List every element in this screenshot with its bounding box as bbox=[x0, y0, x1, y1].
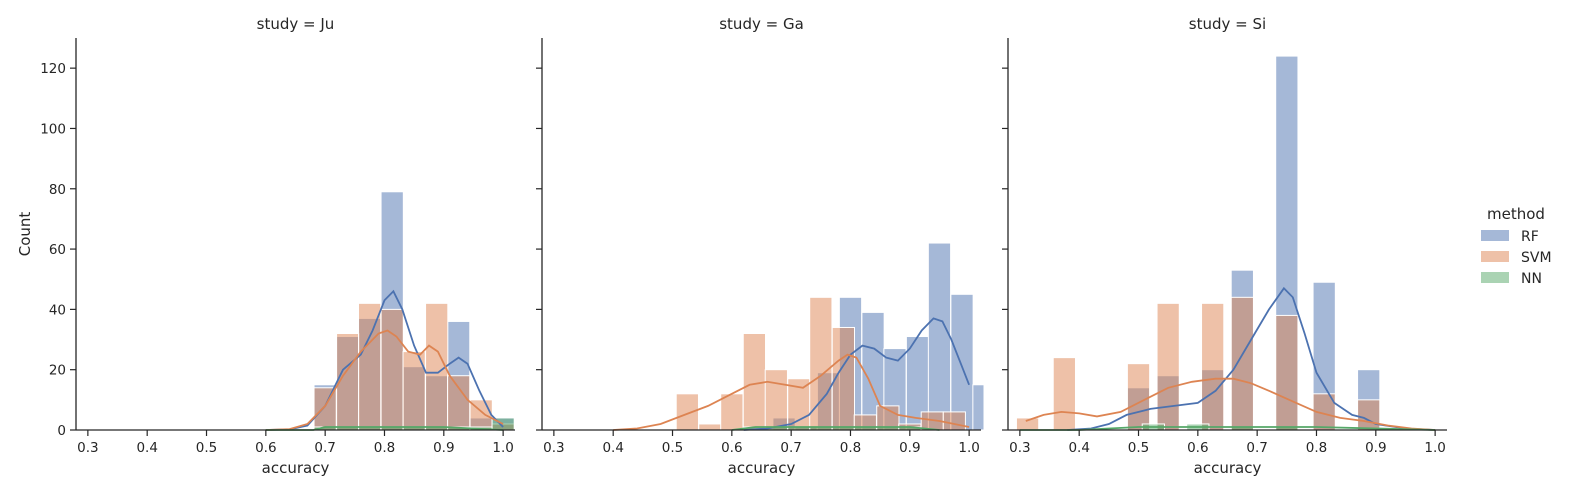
x-tick-label: 1.0 bbox=[492, 440, 513, 456]
bar-svm bbox=[447, 375, 471, 431]
kde-line-svm bbox=[1025, 377, 1436, 431]
x-tick-label: 0.4 bbox=[136, 440, 157, 456]
x-axis-label: accuracy bbox=[728, 459, 796, 477]
panel-2: study = Ga 0.3 0.4 0.5 0.6 0.7 0.8 0.9 1.0 accura… bbox=[536, 15, 985, 477]
kde-line-rf bbox=[1067, 286, 1436, 431]
bar-svm bbox=[1126, 363, 1151, 431]
bar-svm bbox=[1201, 302, 1225, 431]
bar-rf bbox=[950, 293, 974, 431]
x-tick-label: 0.9 bbox=[433, 440, 454, 456]
legend: method RF SVM NN bbox=[1481, 205, 1552, 287]
x-tick-label: 0.5 bbox=[196, 440, 217, 456]
legend-label-rf: RF bbox=[1521, 229, 1539, 245]
bar-svm bbox=[742, 333, 767, 431]
y-tick-label: 120 bbox=[40, 61, 66, 77]
x-tick-label: 1.0 bbox=[1424, 440, 1445, 456]
legend-label-nn: NN bbox=[1521, 271, 1542, 287]
y-tick-label: 40 bbox=[49, 302, 66, 318]
bar-svm bbox=[675, 393, 699, 431]
panel-1: study = Ju 0 20 40 60 80 100 120 0.3 0.4 0.5 0.6 0.7… bbox=[40, 15, 515, 477]
x-tick-label: 0.7 bbox=[780, 440, 801, 456]
bar-svm bbox=[720, 393, 744, 431]
x-tick-label: 0.7 bbox=[1246, 440, 1267, 456]
kde-line-rf bbox=[743, 317, 970, 431]
x-tick-label: 0.6 bbox=[255, 440, 276, 456]
bar-svm bbox=[380, 308, 404, 431]
y-tick-label: 20 bbox=[49, 363, 66, 379]
legend-swatch-svm bbox=[1481, 251, 1509, 262]
legend-label-svm: SVM bbox=[1521, 250, 1552, 266]
x-tick-label: 1.0 bbox=[958, 440, 979, 456]
bar-rf bbox=[972, 384, 985, 431]
bar-svm bbox=[1357, 399, 1381, 431]
y-axis-label: Count bbox=[16, 212, 34, 257]
panel-title: study = Si bbox=[1189, 15, 1266, 33]
panel-3: study = Si 0.3 0.4 0.5 0.6 0.7 0.8 0.9 1.0 accura… bbox=[1002, 15, 1447, 477]
x-tick-label: 0.3 bbox=[77, 440, 98, 456]
y-tick-label: 60 bbox=[49, 242, 66, 258]
bar-svm bbox=[698, 423, 722, 431]
legend-swatch-rf bbox=[1481, 230, 1509, 241]
x-tick-label: 0.3 bbox=[1009, 440, 1030, 456]
x-tick-label: 0.8 bbox=[840, 440, 861, 456]
bar-svm bbox=[764, 369, 788, 431]
y-tick-label: 100 bbox=[40, 121, 66, 137]
bar-svm bbox=[942, 411, 966, 431]
bar-svm bbox=[358, 302, 382, 431]
x-tick-label: 0.5 bbox=[1128, 440, 1149, 456]
x-tick-label: 0.8 bbox=[1306, 440, 1327, 456]
kde-line-nn bbox=[731, 426, 940, 431]
x-tick-label: 0.6 bbox=[1187, 440, 1208, 456]
x-axis-label: accuracy bbox=[1194, 459, 1262, 477]
panel-title: study = Ga bbox=[719, 15, 804, 33]
x-tick-label: 0.8 bbox=[374, 440, 395, 456]
x-tick-label: 0.4 bbox=[602, 440, 623, 456]
x-tick-label: 0.6 bbox=[721, 440, 742, 456]
x-tick-label: 0.7 bbox=[314, 440, 335, 456]
x-tick-label: 0.9 bbox=[899, 440, 920, 456]
panel-title: study = Ju bbox=[257, 15, 335, 33]
bar-svm bbox=[1275, 314, 1299, 431]
legend-title: method bbox=[1487, 205, 1545, 223]
bar-rf bbox=[927, 242, 952, 431]
kde-line-svm bbox=[265, 329, 504, 431]
bar-svm bbox=[1156, 302, 1180, 431]
legend-swatch-nn bbox=[1481, 272, 1509, 283]
x-axis-label: accuracy bbox=[262, 459, 330, 477]
x-tick-label: 0.3 bbox=[543, 440, 564, 456]
x-tick-label: 0.5 bbox=[662, 440, 683, 456]
bar-svm bbox=[1052, 357, 1076, 431]
kde-line-svm bbox=[613, 353, 970, 431]
bar-svm bbox=[1230, 296, 1254, 431]
y-tick-label: 80 bbox=[49, 182, 66, 198]
x-tick-label: 0.9 bbox=[1365, 440, 1386, 456]
y-tick-label: 0 bbox=[57, 423, 66, 439]
x-tick-label: 0.4 bbox=[1068, 440, 1089, 456]
